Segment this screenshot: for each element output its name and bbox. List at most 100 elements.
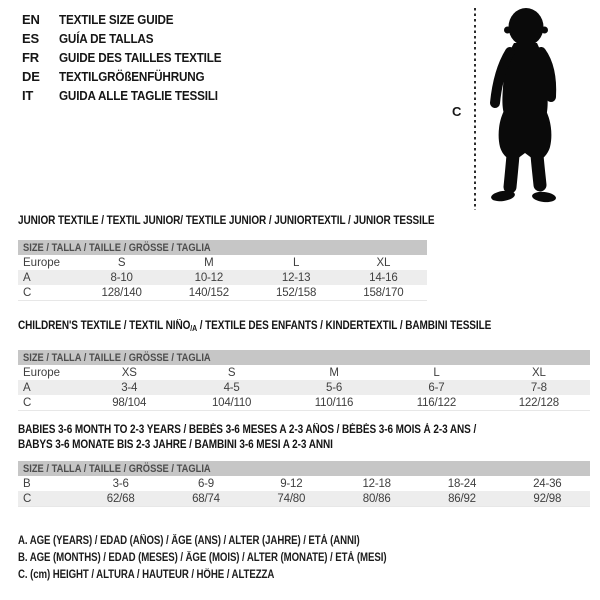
section-babies-textile: BABIES 3-6 MONTH TO 2-3 YEARS / BEBÉS 3-…: [18, 423, 590, 507]
size-header-bar: SIZE / TALLA / TAILLE / GRÖSSE / TAGLIA: [18, 350, 590, 365]
language-row: DE TEXTILGRÖßENFÜHRUNG: [22, 67, 239, 86]
size-value: XL: [531, 366, 546, 379]
table-row: B 3-6 6-9 9-12 12-18 18-24 24-36: [18, 476, 590, 491]
language-row: IT GUIDA ALLE TAGLIE TESSILI: [22, 86, 239, 105]
size-value: 8-10: [110, 271, 133, 284]
language-title: GUÍA DE TALLAS: [59, 31, 154, 46]
section-title-part: CHILDREN'S TEXTILE / TEXTIL NIÑO: [18, 320, 191, 332]
table-row: Europe XS S M L XL: [18, 365, 590, 380]
section-children-textile: CHILDREN'S TEXTILE / TEXTIL NIÑO/A / TEX…: [18, 319, 590, 411]
size-value: 18-24: [447, 477, 477, 490]
language-title: TEXTILE SIZE GUIDE: [59, 12, 174, 27]
size-value: 62/68: [106, 492, 135, 505]
size-value: 3-6: [112, 477, 129, 490]
row-label: A: [23, 381, 31, 394]
table-row: A 3-4 4-5 5-6 6-7 7-8: [18, 380, 590, 395]
size-value: L: [293, 256, 300, 269]
legend-line-a: A. AGE (YEARS) / EDAD (AÑOS) / ÂGE (ANS)…: [18, 535, 360, 547]
size-value: 128/140: [101, 286, 142, 299]
size-header-text: SIZE / TALLA / TAILLE / GRÖSSE / TAGLIA: [23, 241, 211, 254]
language-code: EN: [22, 12, 40, 27]
size-value: 4-5: [223, 381, 240, 394]
size-header-bar: SIZE / TALLA / TAILLE / GRÖSSE / TAGLIA: [18, 240, 427, 255]
size-value: XS: [121, 366, 137, 379]
size-value: 6-7: [428, 381, 445, 394]
row-label: C: [23, 286, 32, 299]
row-label: Europe: [23, 256, 61, 269]
table-rows: Europe XS S M L XL A 3-4 4-5 5-6 6-7 7-8 C 98/104 104/…: [18, 365, 590, 411]
size-value: 110/116: [314, 396, 354, 409]
language-title: GUIDA ALLE TAGLIE TESSILI: [59, 88, 218, 103]
size-value: 6-9: [197, 477, 214, 490]
size-table-children: SIZE / TALLA / TAILLE / GRÖSSE / TAGLIA …: [18, 350, 590, 411]
table-row: A 8-10 10-12 12-13 14-16: [18, 270, 427, 285]
language-row: EN TEXTILE SIZE GUIDE: [22, 10, 239, 29]
row-label: Europe: [23, 366, 61, 379]
size-value: 74/80: [277, 492, 306, 505]
size-value: 68/74: [192, 492, 220, 505]
language-code: ES: [22, 31, 39, 46]
language-code: FR: [22, 50, 39, 65]
height-dashed-line: [474, 8, 476, 210]
size-value: 7-8: [530, 381, 547, 394]
language-row: FR GUIDE DES TAILLES TEXTILE: [22, 48, 239, 67]
size-value: 104/110: [211, 396, 252, 409]
size-value: 3-4: [121, 381, 138, 394]
size-header-bar: SIZE / TALLA / TAILLE / GRÖSSE / TAGLIA: [18, 461, 590, 476]
size-value: 152/158: [276, 286, 317, 299]
size-header-text: SIZE / TALLA / TAILLE / GRÖSSE / TAGLIA: [23, 351, 211, 364]
table-rows: Europe S M L XL A 8-10 10-12 12-13 14-16 C 128/140 1…: [18, 255, 427, 301]
size-value: S: [227, 366, 236, 379]
row-label: A: [23, 271, 31, 284]
language-row: ES GUÍA DE TALLAS: [22, 29, 239, 48]
section-title-line2: BABYS 3-6 MONATE BIS 2-3 JAHRE / BAMBINI…: [18, 439, 333, 451]
language-title: TEXTILGRÖßENFÜHRUNG: [59, 69, 205, 84]
size-value: 12-18: [362, 477, 391, 490]
legend-line-c: C. (cm) HEIGHT / ALTURA / HAUTEUR / HÖHE…: [18, 569, 275, 581]
language-list: EN TEXTILE SIZE GUIDE ES GUÍA DE TALLAS …: [22, 10, 239, 105]
size-header-text: SIZE / TALLA / TAILLE / GRÖSSE / TAGLIA: [23, 462, 211, 475]
size-value: L: [433, 366, 440, 379]
size-table-babies: SIZE / TALLA / TAILLE / GRÖSSE / TAGLIA …: [18, 461, 590, 507]
size-value: 116/122: [416, 396, 457, 409]
section-title: CHILDREN'S TEXTILE / TEXTIL NIÑO/A / TEX…: [18, 319, 516, 336]
row-label: C: [23, 396, 32, 409]
size-value: 9-12: [280, 477, 303, 490]
language-code: IT: [22, 88, 34, 103]
section-title: JUNIOR TEXTILE / TEXTIL JUNIOR/ TEXTILE …: [18, 215, 435, 227]
size-value: 10-12: [194, 271, 224, 284]
size-value: 140/152: [188, 286, 229, 299]
size-value: S: [117, 256, 126, 269]
table-rows: B 3-6 6-9 9-12 12-18 18-24 24-36 C 62/68 68/74 74/…: [18, 476, 590, 507]
section-junior-textile: JUNIOR TEXTILE / TEXTIL JUNIOR/ TEXTILE …: [18, 214, 435, 301]
size-value: M: [329, 366, 339, 379]
language-title: GUIDE DES TAILLES TEXTILE: [59, 50, 222, 65]
size-value: 80/86: [362, 492, 391, 505]
size-value: 158/170: [363, 286, 404, 299]
legend-line-b: B. AGE (MONTHS) / EDAD (MESES) / ÂGE (MO…: [18, 552, 387, 564]
size-value: 5-6: [326, 381, 343, 394]
table-row: Europe S M L XL: [18, 255, 427, 270]
size-value: 122/128: [518, 396, 559, 409]
size-value: XL: [376, 256, 391, 269]
table-row: C 62/68 68/74 74/80 80/86 86/92 92/98: [18, 491, 590, 506]
size-value: 24-36: [533, 477, 562, 490]
section-title-part: / TEXTILE DES ENFANTS / KINDERTEXTIL / B…: [197, 320, 492, 332]
size-value: 12-13: [281, 271, 311, 284]
row-label: C: [23, 492, 32, 505]
size-value: 14-16: [369, 271, 398, 284]
size-value: 98/104: [112, 396, 147, 409]
height-measure-label: C: [452, 104, 462, 119]
section-title-subscript: /A: [190, 324, 198, 333]
legend: A. AGE (YEARS) / EDAD (AÑOS) / ÂGE (ANS)…: [18, 533, 457, 584]
size-value: 92/98: [533, 492, 562, 505]
table-row: C 98/104 104/110 110/116 116/122 122/128: [18, 395, 590, 410]
language-code: DE: [22, 69, 40, 84]
baby-silhouette-icon: [490, 8, 557, 203]
table-row: C 128/140 140/152 152/158 158/170: [18, 285, 427, 300]
size-value: M: [204, 256, 214, 269]
row-label: B: [23, 477, 31, 490]
size-table-junior: SIZE / TALLA / TAILLE / GRÖSSE / TAGLIA …: [18, 240, 427, 301]
size-value: 86/92: [448, 492, 476, 505]
